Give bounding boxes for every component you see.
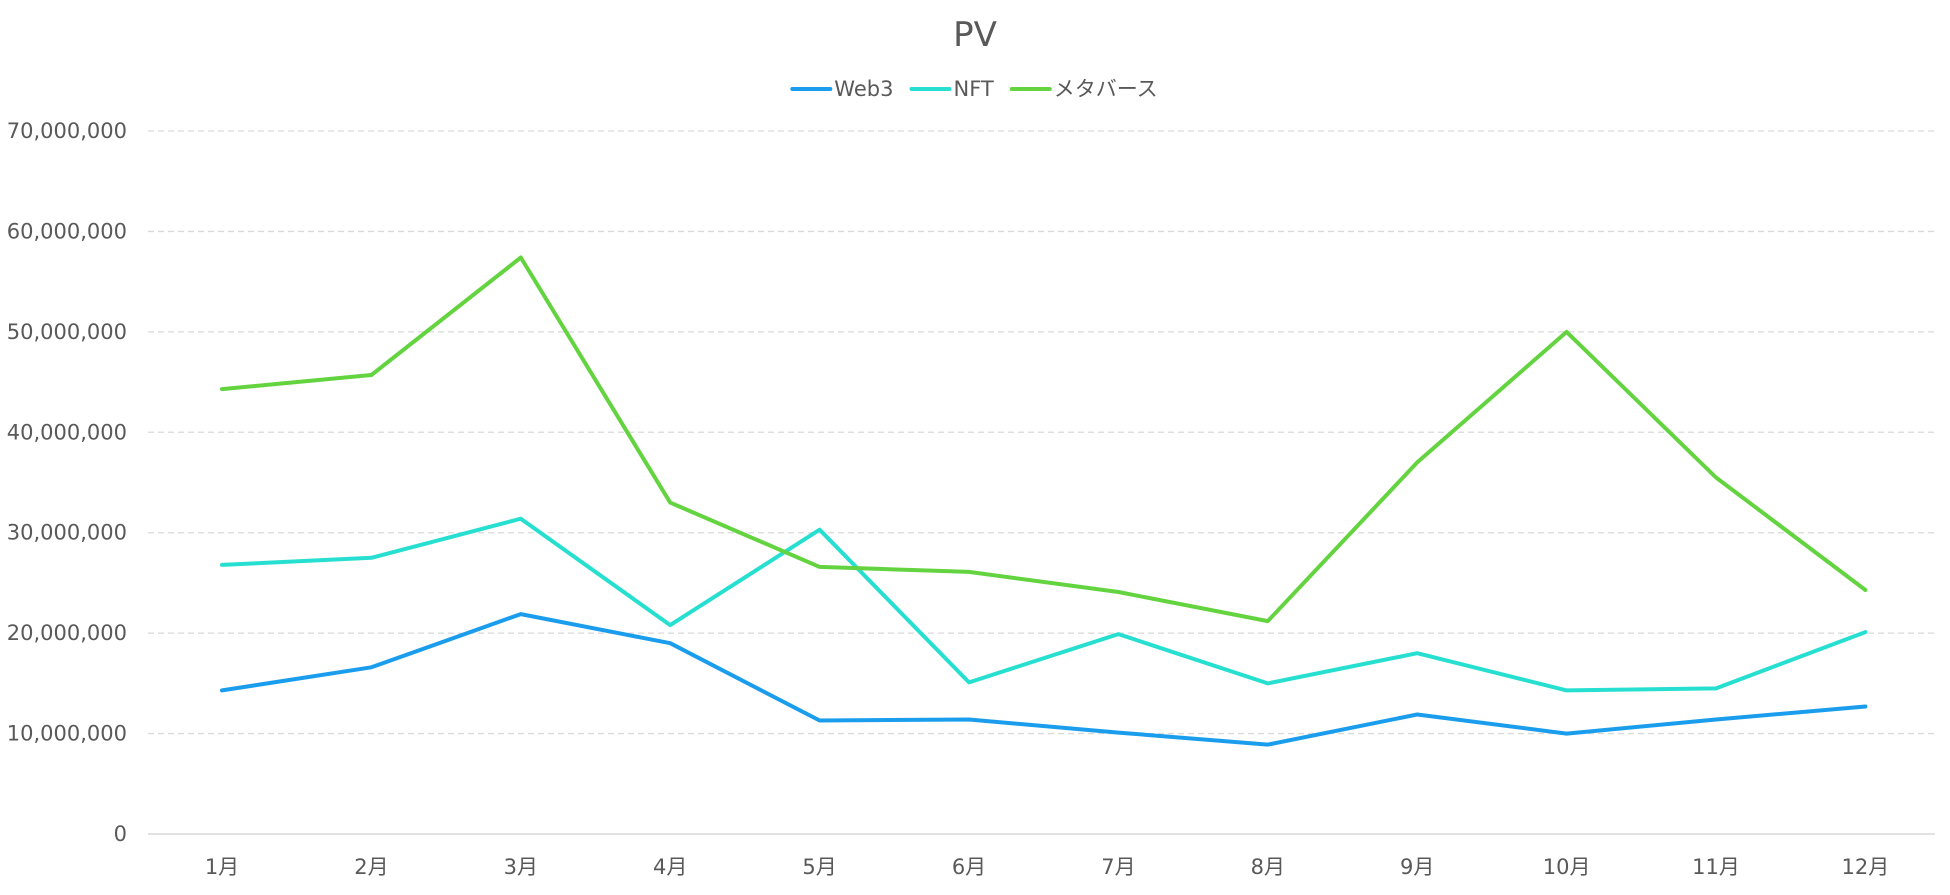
legend-item: メタバース	[1009, 77, 1158, 101]
y-tick-label: 0	[114, 822, 127, 846]
x-tick-label: 10月	[1543, 855, 1591, 879]
gridlines	[148, 130, 1935, 735]
legend-item: NFT	[909, 77, 994, 101]
x-tick-label: 2月	[354, 855, 388, 879]
y-tick-label: 30,000,000	[7, 521, 127, 545]
legend-item: Web3	[790, 77, 893, 101]
series-line-NFT	[220, 516, 1868, 693]
y-tick-label: 10,000,000	[7, 722, 127, 746]
x-tick-label: 7月	[1101, 855, 1135, 879]
legend-label: Web3	[834, 77, 893, 101]
y-axis-tick-labels: 0 10,000,000 20,000,000 30,000,000 40,000,00…	[7, 119, 127, 846]
x-tick-label: 11月	[1692, 855, 1740, 879]
y-tick-label: 40,000,000	[7, 420, 127, 444]
x-tick-label: 4月	[653, 855, 687, 879]
x-tick-label: 5月	[802, 855, 836, 879]
y-tick-label: 20,000,000	[7, 621, 127, 645]
series-line-Web3	[220, 612, 1868, 747]
x-tick-label: 3月	[504, 855, 538, 879]
legend-label: NFT	[954, 77, 994, 101]
x-tick-label: 9月	[1400, 855, 1434, 879]
series-lines	[220, 255, 1868, 747]
legend: Web3 NFT メタバース	[790, 77, 1158, 101]
y-tick-label: 70,000,000	[7, 119, 127, 143]
x-tick-label: 8月	[1251, 855, 1285, 879]
series-line-メタバース	[220, 255, 1868, 624]
x-tick-label: 1月	[205, 855, 239, 879]
y-tick-label: 60,000,000	[7, 219, 127, 243]
x-axis-tick-labels: 1月 2月 3月 4月 5月 6月 7月 8月 9月 10月 11月 12月	[205, 855, 1889, 879]
x-tick-label: 12月	[1842, 855, 1890, 879]
x-tick-label: 6月	[952, 855, 986, 879]
legend-label: メタバース	[1054, 77, 1158, 101]
chart-title: PV	[953, 15, 997, 55]
y-tick-label: 50,000,000	[7, 320, 127, 344]
